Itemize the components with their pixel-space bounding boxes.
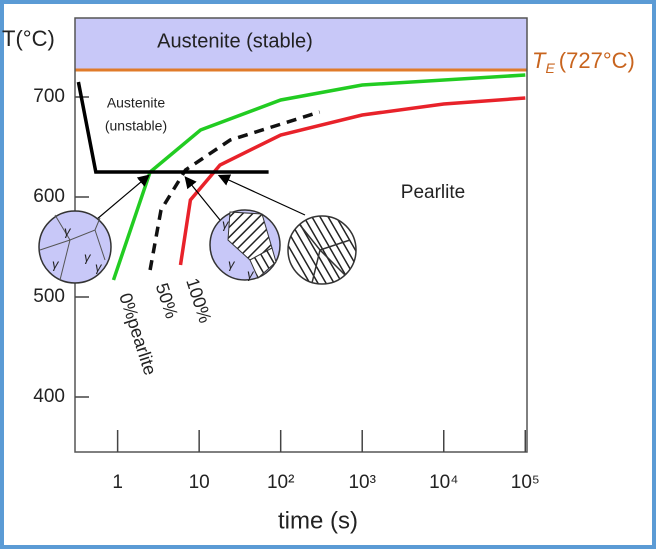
x-tick-label: 10 <box>189 472 210 493</box>
region-label: Pearlite <box>401 182 465 203</box>
x-tick-label: 10⁵ <box>511 472 540 493</box>
y-axis-label: T(°C) <box>2 26 55 51</box>
te-label-part: (727°C) <box>559 48 635 73</box>
x-axis-label: time (s) <box>278 507 358 534</box>
x-tick-label: 10³ <box>348 472 375 493</box>
curve-label: 0%pearlite <box>115 291 160 378</box>
region-label: Austenite <box>107 95 166 111</box>
y-tick-label: 400 <box>33 386 65 407</box>
y-tick-label: 700 <box>33 86 65 107</box>
te-label-part: E <box>545 60 555 76</box>
region-label: (unstable) <box>105 118 167 134</box>
arrow <box>220 176 305 215</box>
te-label: TE(727°C) <box>532 48 635 76</box>
y-tick-label: 500 <box>33 286 65 307</box>
x-tick-label: 10² <box>267 472 294 493</box>
region-label: Austenite (stable) <box>157 30 313 52</box>
curve-label: 50% <box>152 281 182 321</box>
chart: Austenite (stable) TE(727°C) 400 500 600 700 1… <box>0 0 656 549</box>
curve-label: 100% <box>182 276 215 326</box>
x-tick-label: 1 <box>112 472 123 493</box>
x-tick-label: 10⁴ <box>429 472 458 493</box>
y-tick-label: 600 <box>33 186 65 207</box>
